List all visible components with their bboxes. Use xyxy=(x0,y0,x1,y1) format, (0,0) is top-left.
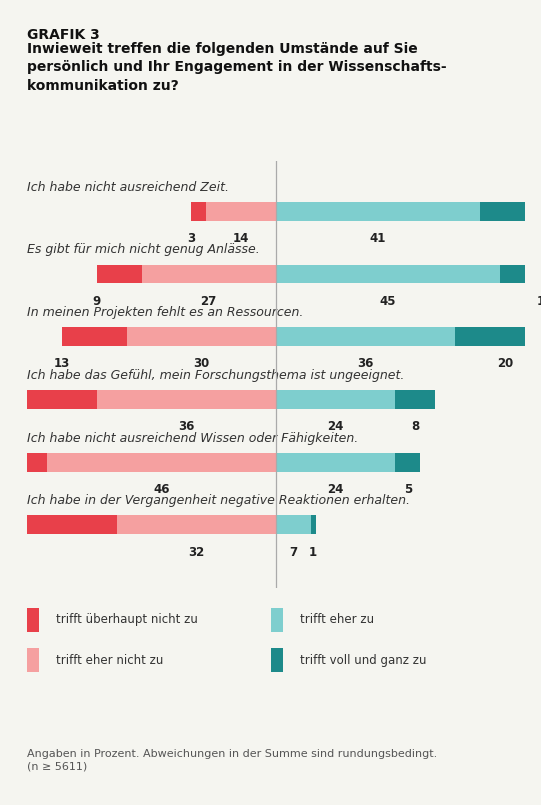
Bar xyxy=(127,328,276,346)
Text: 36: 36 xyxy=(357,357,374,370)
Text: 46: 46 xyxy=(153,483,170,496)
Bar xyxy=(395,390,435,409)
Bar xyxy=(480,202,541,221)
Bar xyxy=(270,648,282,672)
Text: 24: 24 xyxy=(327,420,344,433)
Bar xyxy=(0,390,97,409)
Text: 24: 24 xyxy=(327,483,344,496)
Bar xyxy=(206,202,276,221)
Bar xyxy=(276,328,455,346)
Bar xyxy=(276,390,395,409)
Text: Ich habe in der Vergangenheit negative Reaktionen erhalten.: Ich habe in der Vergangenheit negative R… xyxy=(27,494,410,507)
Text: 18: 18 xyxy=(537,295,541,308)
Bar xyxy=(276,265,500,283)
Text: Angaben in Prozent. Abweichungen in der Summe sind rundungsbedingt.
(n ≥ 5611): Angaben in Prozent. Abweichungen in der … xyxy=(27,749,437,772)
Bar xyxy=(276,515,311,535)
Bar xyxy=(455,328,541,346)
Bar xyxy=(47,452,276,472)
Text: 7: 7 xyxy=(289,546,298,559)
Text: 32: 32 xyxy=(188,546,204,559)
Bar xyxy=(270,608,282,632)
Bar xyxy=(192,202,206,221)
Text: Inwieweit treffen die folgenden Umstände auf Sie
persönlich und Ihr Engagement i: Inwieweit treffen die folgenden Umstände… xyxy=(27,42,447,93)
Text: 41: 41 xyxy=(370,232,386,245)
Bar xyxy=(62,328,127,346)
Text: trifft eher nicht zu: trifft eher nicht zu xyxy=(56,654,163,667)
Text: GRAFIK 3: GRAFIK 3 xyxy=(27,28,100,42)
Bar xyxy=(97,265,142,283)
Text: trifft eher zu: trifft eher zu xyxy=(300,613,374,626)
Bar xyxy=(117,515,276,535)
Text: Ich habe nicht ausreichend Zeit.: Ich habe nicht ausreichend Zeit. xyxy=(27,180,229,194)
Text: 30: 30 xyxy=(193,357,209,370)
Bar xyxy=(395,452,420,472)
Text: 13: 13 xyxy=(54,357,70,370)
Bar xyxy=(500,265,541,283)
Text: Ich habe nicht ausreichend Wissen oder Fähigkeiten.: Ich habe nicht ausreichend Wissen oder F… xyxy=(27,431,358,444)
Bar xyxy=(142,265,276,283)
Bar xyxy=(311,515,316,535)
Bar xyxy=(0,452,47,472)
Bar xyxy=(276,202,480,221)
Text: In meinen Projekten fehlt es an Ressourcen.: In meinen Projekten fehlt es an Ressourc… xyxy=(27,306,304,319)
Bar xyxy=(97,390,276,409)
Text: 36: 36 xyxy=(178,420,195,433)
Text: 5: 5 xyxy=(404,483,412,496)
Text: 3: 3 xyxy=(187,232,195,245)
Bar xyxy=(276,452,395,472)
Bar xyxy=(27,648,39,672)
Text: trifft voll und ganz zu: trifft voll und ganz zu xyxy=(300,654,426,667)
Text: 8: 8 xyxy=(411,420,419,433)
Bar xyxy=(0,515,117,535)
Text: 1: 1 xyxy=(309,546,318,559)
Text: Ich habe das Gefühl, mein Forschungsthema ist ungeeignet.: Ich habe das Gefühl, mein Forschungsthem… xyxy=(27,369,405,382)
Text: 27: 27 xyxy=(201,295,217,308)
Bar xyxy=(27,608,39,632)
Text: 14: 14 xyxy=(233,232,249,245)
Text: Es gibt für mich nicht genug Anlässe.: Es gibt für mich nicht genug Anlässe. xyxy=(27,243,260,256)
Text: 9: 9 xyxy=(93,295,101,308)
Text: trifft überhaupt nicht zu: trifft überhaupt nicht zu xyxy=(56,613,198,626)
Text: 45: 45 xyxy=(380,295,396,308)
Text: 20: 20 xyxy=(497,357,513,370)
